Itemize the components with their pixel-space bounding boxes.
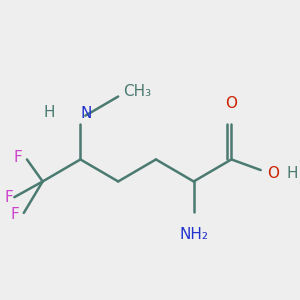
Text: F: F bbox=[4, 190, 13, 205]
Text: O: O bbox=[225, 96, 237, 111]
Text: F: F bbox=[14, 150, 22, 165]
Text: O: O bbox=[268, 166, 280, 181]
Text: H: H bbox=[44, 105, 55, 120]
Text: F: F bbox=[10, 207, 19, 222]
Text: NH₂: NH₂ bbox=[179, 227, 208, 242]
Text: H: H bbox=[286, 166, 298, 181]
Text: N: N bbox=[80, 106, 92, 121]
Text: CH₃: CH₃ bbox=[123, 84, 151, 99]
